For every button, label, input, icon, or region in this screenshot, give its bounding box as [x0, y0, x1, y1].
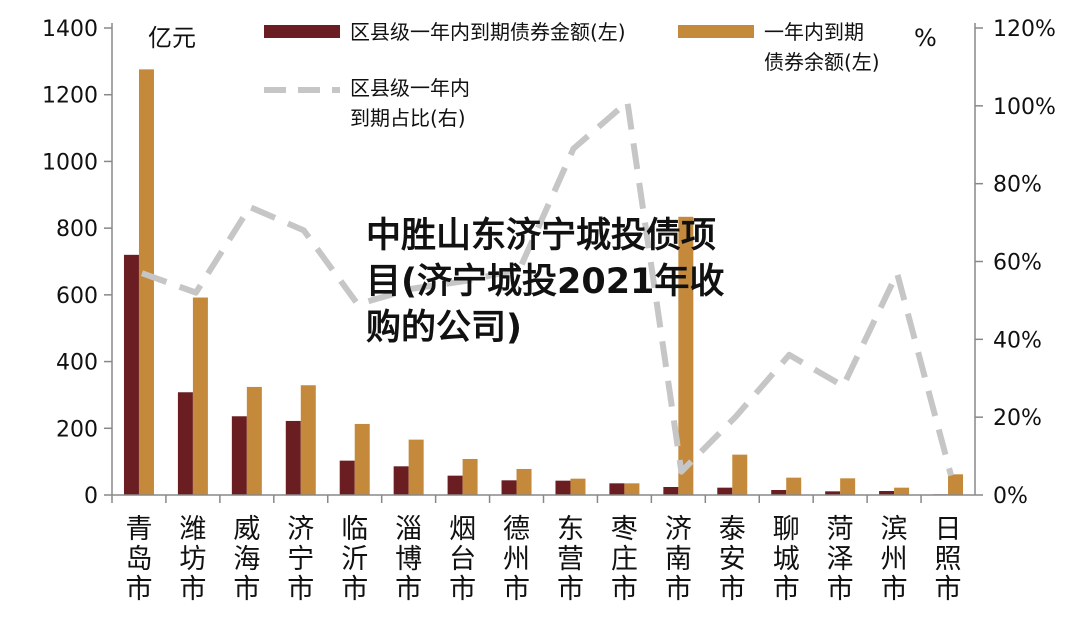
total-bar — [948, 474, 964, 495]
left-tick-label: 600 — [56, 284, 98, 309]
right-tick-label: 60% — [993, 251, 1042, 276]
x-axis: 青岛市潍坊市威海市济宁市临沂市淄博市烟台市德州市东营市枣庄市济南市泰安市聊城市菏… — [111, 494, 975, 605]
county-bar — [717, 487, 733, 495]
category-label: 聊城市 — [773, 514, 800, 605]
total-bar — [516, 468, 532, 495]
county-bar — [393, 466, 409, 495]
left-tick-label: 0 — [84, 484, 98, 509]
total-bar — [678, 216, 694, 495]
county-bar — [879, 490, 895, 495]
category-label: 东营市 — [557, 514, 584, 605]
total-bar — [840, 478, 856, 495]
category-label: 菏泽市 — [827, 514, 854, 605]
legend-label-total-bar: 一年内到期债券余额(左) — [764, 20, 880, 74]
category-label: 德州市 — [503, 514, 530, 605]
county-bar — [231, 416, 247, 495]
category-label: 淄博市 — [395, 514, 422, 605]
left-tick-label: 1000 — [42, 150, 98, 175]
legend-swatch-county-bar — [264, 25, 340, 38]
total-bar — [138, 69, 154, 495]
total-bar — [300, 385, 316, 495]
total-bar — [570, 478, 586, 495]
category-label: 临沂市 — [341, 514, 368, 605]
category-label: 枣庄市 — [611, 514, 638, 605]
legend-swatch-total-bar — [678, 25, 754, 38]
county-bar — [609, 483, 625, 495]
total-bar — [786, 477, 802, 495]
left-tick-label: 1200 — [42, 84, 98, 109]
total-bar — [624, 483, 640, 495]
left-tick-label: 1400 — [42, 17, 98, 42]
overlay-title: 中胜山东济宁城投债项目(济宁城投2021年收购的公司) — [366, 216, 725, 348]
county-bar — [771, 489, 787, 495]
total-bar — [192, 297, 208, 495]
county-bar — [339, 460, 355, 495]
bar-series — [123, 69, 964, 495]
category-label: 泰安市 — [719, 514, 746, 605]
right-tick-label: 40% — [993, 328, 1042, 353]
total-bar — [462, 458, 478, 495]
total-bar — [246, 386, 262, 495]
total-bar — [408, 439, 424, 495]
category-label: 烟台市 — [449, 514, 476, 605]
category-label: 日照市 — [935, 514, 962, 605]
county-bar — [123, 254, 139, 495]
left-tick-label: 200 — [56, 417, 98, 442]
county-bar — [825, 491, 841, 495]
right-unit-label: % — [914, 24, 937, 52]
right-tick-label: 100% — [993, 95, 1056, 120]
ratio-line — [140, 98, 954, 477]
category-label: 潍坊市 — [179, 514, 206, 605]
category-label: 威海市 — [233, 514, 260, 605]
total-bar — [894, 487, 910, 495]
county-bar — [663, 486, 679, 495]
total-bar — [354, 423, 370, 495]
left-tick-label: 400 — [56, 351, 98, 376]
category-label: 青岛市 — [125, 514, 152, 605]
right-tick-label: 0% — [993, 484, 1028, 509]
county-bar — [285, 420, 301, 495]
legend-label-ratio-line: 区县级一年内到期占比(右) — [350, 76, 470, 130]
right-tick-label: 120% — [993, 17, 1056, 42]
county-bar — [447, 475, 463, 495]
left-unit-label: 亿元 — [148, 24, 196, 52]
left-y-axis: 0 200 400 600 800 1000 1200 1400 — [42, 17, 113, 509]
category-label: 济南市 — [665, 514, 692, 605]
legend-label-county-bar: 区县级一年内到期债券金额(左) — [350, 20, 626, 44]
left-tick-label: 800 — [56, 217, 98, 242]
legend: 区县级一年内到期债券金额(左) 一年内到期债券余额(左) 区县级一年内到期占比(… — [264, 20, 880, 130]
right-tick-label: 80% — [993, 173, 1042, 198]
right-y-axis: 0% 20% 40% 60% 80% 100% 120% — [974, 17, 1056, 509]
county-bar — [501, 480, 517, 495]
total-bar — [732, 454, 748, 495]
category-label: 济宁市 — [287, 514, 314, 605]
county-bar — [555, 480, 571, 495]
county-bar — [177, 392, 193, 495]
category-label: 滨州市 — [881, 514, 908, 605]
right-tick-label: 20% — [993, 406, 1042, 431]
ratio-line-series — [140, 98, 954, 477]
